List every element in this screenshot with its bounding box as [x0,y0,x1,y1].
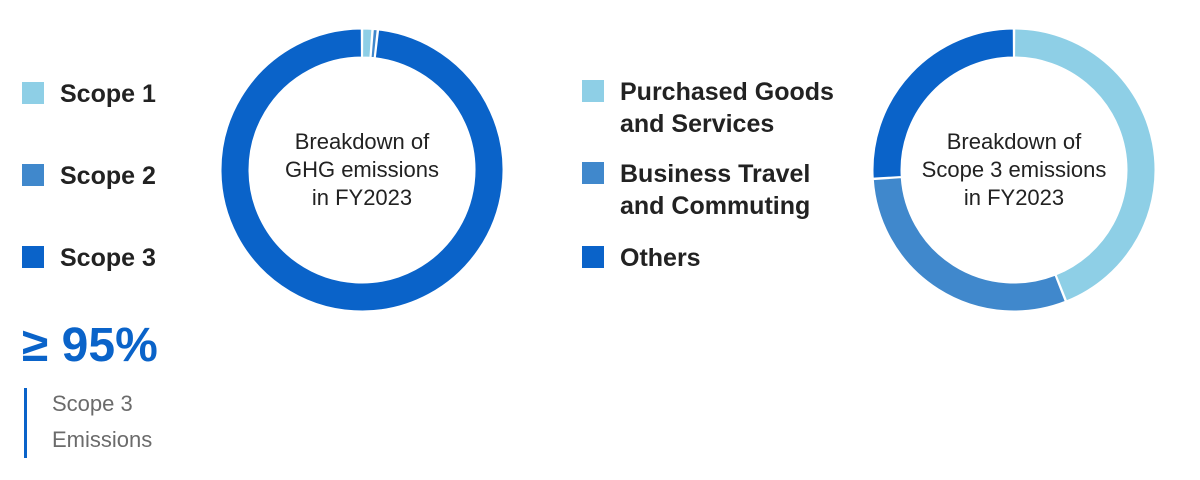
legend-swatch-scope-2 [22,164,44,186]
legend-label-scope-3: Scope 3 [60,244,156,272]
legend-label-others: Others [620,244,701,272]
legend-label-scope-2: Scope 2 [60,162,156,190]
legend-swatch-scope-1 [22,82,44,104]
donut-slice-business-travel-and-commuting [872,177,1066,312]
legend-label-scope-1: Scope 1 [60,80,156,108]
donut-slice-scope-1 [362,28,373,58]
scope-3-share-label: Scope 3 Emissions [52,391,153,452]
legend-item-scope-3: Scope 3 [22,242,156,274]
donut-slice-purchased-goods-and-services [1014,28,1156,302]
legend-swatch-business-travel [582,162,604,184]
legend-item-purchased-goods: Purchased Goods and Services [582,76,860,140]
donut-ghg-emissions: Breakdown of GHG emissions in FY2023 [220,28,504,312]
scope-3-share-value: ≥ 95% [22,319,158,372]
legend-label-purchased-goods: Purchased Goods and Services [620,78,834,138]
donut-slice-scope-2 [370,28,378,59]
donut-ghg-svg [220,28,504,312]
scope-3-share-divider [24,388,27,458]
legend-item-others: Others [582,242,701,274]
donut-scope-3-emissions: Breakdown of Scope 3 emissions in FY2023 [872,28,1156,312]
legend-item-business-travel: Business Travel and Commuting [582,158,860,222]
legend-label-business-travel: Business Travel and Commuting [620,160,811,220]
legend-item-scope-2: Scope 2 [22,160,156,192]
donut-scope-3-svg [872,28,1156,312]
legend-item-scope-1: Scope 1 [22,78,156,110]
legend-swatch-purchased-goods [582,80,604,102]
donut-slice-scope-3 [220,28,504,312]
legend-swatch-scope-3 [22,246,44,268]
donut-slice-others [872,28,1014,179]
legend-swatch-others [582,246,604,268]
